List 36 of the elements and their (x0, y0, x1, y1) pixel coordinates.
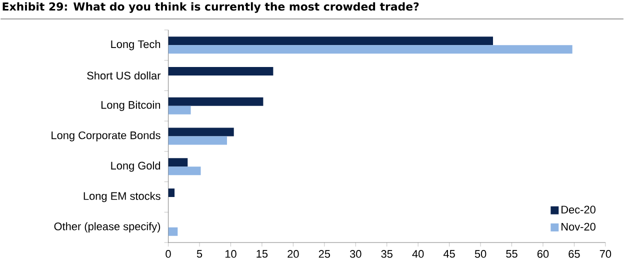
bar (168, 166, 201, 175)
x-tick-label: 30 (350, 250, 362, 258)
x-tick-label: 60 (537, 250, 549, 258)
bar (168, 158, 188, 166)
y-tick-label: Long Bitcoin (101, 100, 160, 111)
x-tick-label: 25 (318, 250, 330, 258)
bar (168, 227, 178, 236)
bar (168, 128, 234, 136)
bar (168, 36, 494, 45)
x-tick-label: 55 (506, 250, 518, 258)
x-tick-label: 5 (196, 250, 202, 258)
bar (168, 44, 572, 54)
legend-label: Dec-20 (562, 206, 596, 214)
legend-label: Nov-20 (562, 222, 596, 230)
x-tick-label: 15 (256, 250, 268, 258)
x-tick-label: 50 (474, 250, 486, 258)
y-tick-label: Long Tech (111, 40, 160, 50)
x-tick-label: 40 (412, 250, 424, 258)
y-tick-label: Other (please specify) (54, 222, 160, 232)
y-tick-label: Long EM stocks (84, 192, 160, 202)
x-tick-label: 70 (600, 250, 612, 258)
x-tick-label: 10 (225, 250, 236, 258)
x-tick-label: 65 (568, 250, 580, 258)
bar (168, 106, 191, 114)
bar (168, 97, 264, 106)
chart-title: Exhibit 29: What do you think is currently the most crowded trade? (2, 2, 419, 13)
y-tick-label: Long Gold (111, 161, 160, 172)
y-tick-label: Short US dollar (87, 71, 161, 80)
y-tick-label: Long Corporate Bonds (52, 130, 160, 142)
x-tick-label: 45 (443, 250, 455, 258)
x-tick-label: 20 (288, 250, 299, 258)
x-tick-label: 35 (381, 250, 392, 258)
x-tick-label: 0 (166, 250, 171, 258)
bar (168, 136, 227, 144)
bar (168, 188, 175, 197)
bar (168, 66, 274, 76)
